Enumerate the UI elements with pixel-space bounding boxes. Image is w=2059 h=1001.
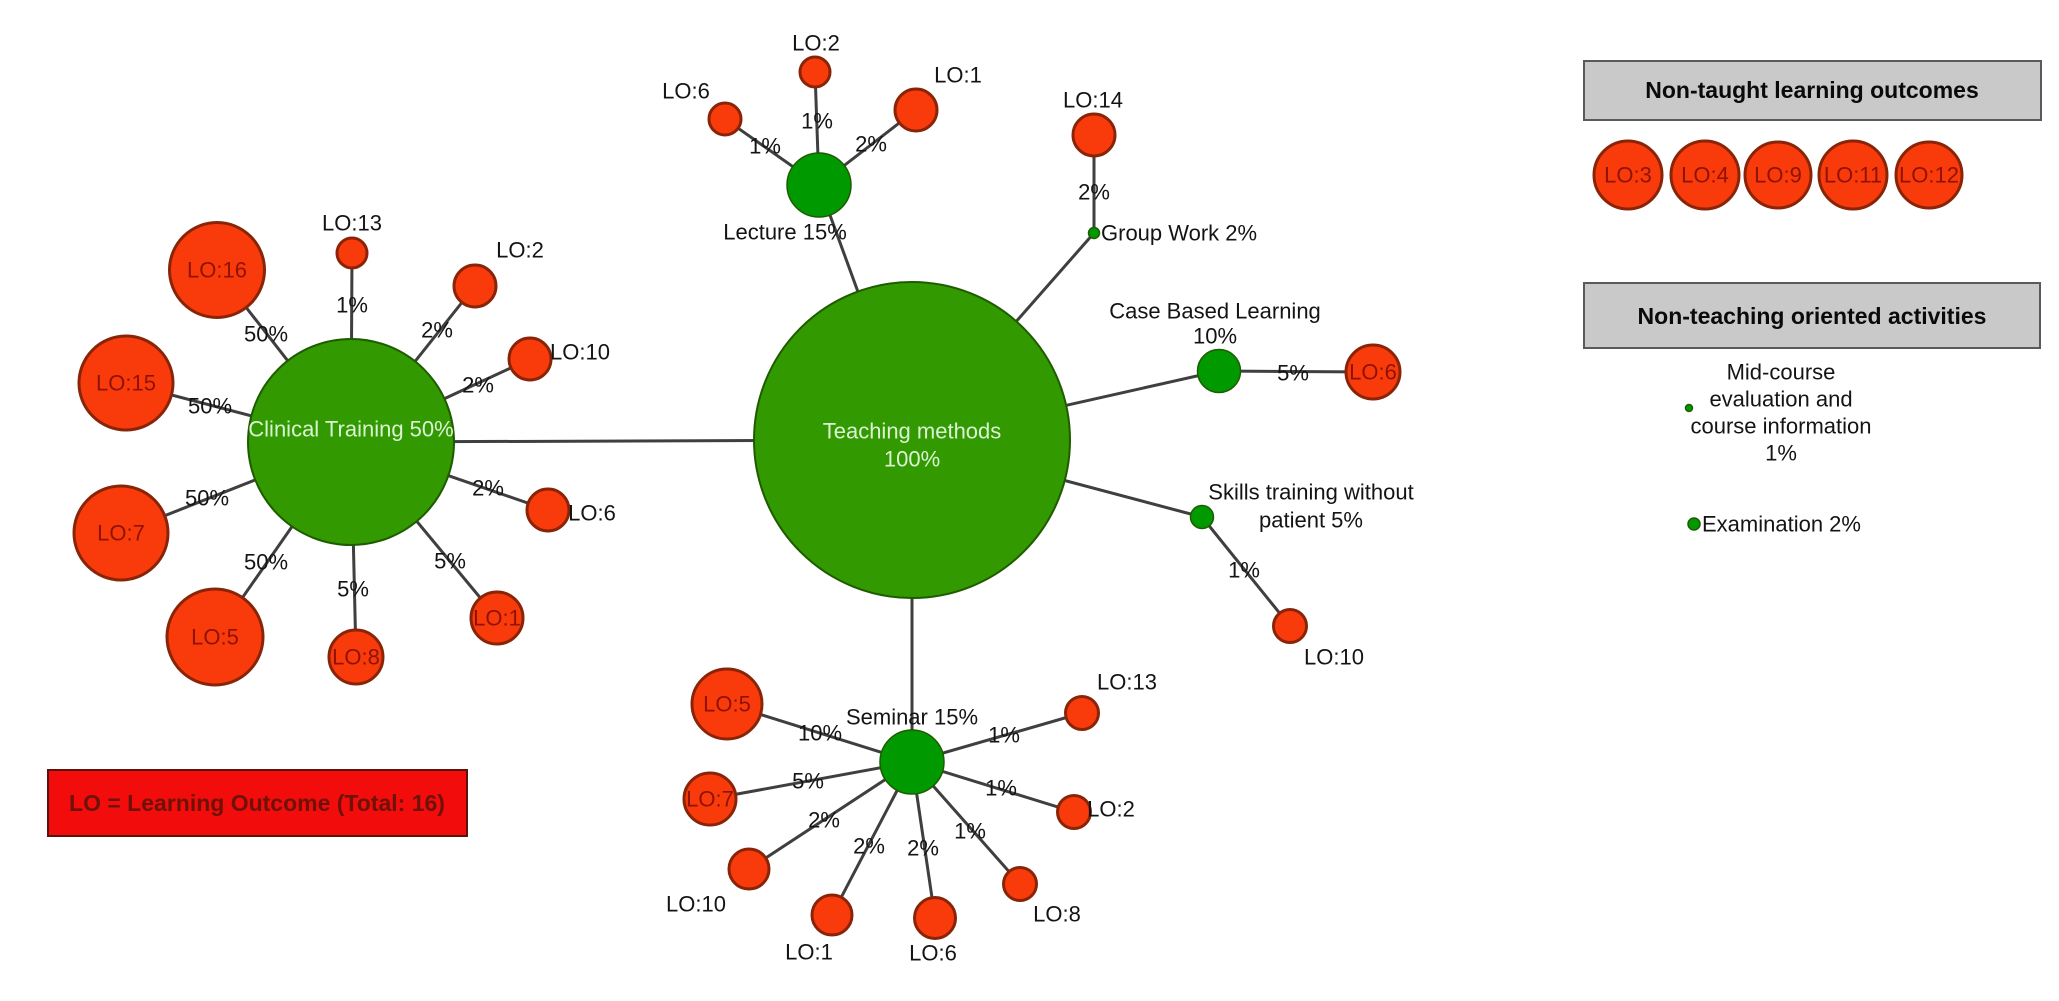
svg-text:LO:1: LO:1 xyxy=(473,606,521,631)
svg-text:1%: 1% xyxy=(988,723,1020,748)
svg-text:LO:2: LO:2 xyxy=(792,31,840,56)
svg-text:LO:10: LO:10 xyxy=(550,340,610,365)
svg-text:50%: 50% xyxy=(244,322,288,347)
svg-text:Examination 2%: Examination 2% xyxy=(1702,512,1861,537)
svg-text:5%: 5% xyxy=(792,769,824,794)
svg-text:5%: 5% xyxy=(337,577,369,602)
svg-text:Non-taught learning outcomes: Non-taught learning outcomes xyxy=(1645,77,1979,103)
svg-text:1%: 1% xyxy=(801,109,833,134)
svg-text:Lecture 15%: Lecture 15% xyxy=(723,220,847,245)
svg-text:Teaching methods: Teaching methods xyxy=(823,419,1002,444)
svg-text:5%: 5% xyxy=(434,549,466,574)
svg-text:LO:8: LO:8 xyxy=(1033,902,1081,927)
svg-text:Case Based Learning: Case Based Learning xyxy=(1109,299,1321,324)
svg-text:10%: 10% xyxy=(1193,324,1237,349)
svg-text:5%: 5% xyxy=(1277,361,1309,386)
svg-text:LO:15: LO:15 xyxy=(96,371,156,396)
svg-text:LO:6: LO:6 xyxy=(568,501,616,526)
svg-text:1%: 1% xyxy=(749,134,781,159)
svg-text:LO:9: LO:9 xyxy=(1754,163,1802,188)
svg-text:LO:1: LO:1 xyxy=(934,63,982,88)
svg-text:2%: 2% xyxy=(1078,180,1110,205)
svg-text:50%: 50% xyxy=(188,394,232,419)
svg-text:2%: 2% xyxy=(808,808,840,833)
svg-text:100%: 100% xyxy=(884,447,940,472)
svg-text:evaluation and: evaluation and xyxy=(1709,387,1852,412)
svg-text:LO:4: LO:4 xyxy=(1681,163,1729,188)
svg-text:2%: 2% xyxy=(855,132,887,157)
svg-text:LO:12: LO:12 xyxy=(1899,163,1959,188)
svg-text:50%: 50% xyxy=(244,550,288,575)
svg-text:LO:2: LO:2 xyxy=(496,238,544,263)
svg-text:2%: 2% xyxy=(907,836,939,861)
svg-text:1%: 1% xyxy=(985,776,1017,801)
svg-text:2%: 2% xyxy=(472,476,504,501)
svg-text:10%: 10% xyxy=(798,721,842,746)
svg-text:LO:11: LO:11 xyxy=(1824,163,1882,188)
svg-text:Skills training without: Skills training without xyxy=(1208,480,1413,505)
svg-text:LO:6: LO:6 xyxy=(662,79,710,104)
svg-text:50%: 50% xyxy=(185,486,229,511)
svg-text:LO:5: LO:5 xyxy=(703,692,751,717)
svg-text:LO:5: LO:5 xyxy=(191,625,239,650)
svg-text:patient 5%: patient 5% xyxy=(1259,508,1363,533)
svg-text:2%: 2% xyxy=(462,373,494,398)
svg-text:Group Work 2%: Group Work 2% xyxy=(1101,221,1257,246)
svg-text:LO:7: LO:7 xyxy=(686,787,734,812)
svg-text:LO:3: LO:3 xyxy=(1604,163,1652,188)
svg-text:Seminar 15%: Seminar 15% xyxy=(846,705,978,730)
svg-text:1%: 1% xyxy=(954,819,986,844)
svg-text:LO = Learning Outcome (Total:: LO = Learning Outcome (Total: 16) xyxy=(69,790,445,816)
svg-text:1%: 1% xyxy=(1228,558,1260,583)
svg-text:2%: 2% xyxy=(853,834,885,859)
svg-text:Clinical Training 50%: Clinical Training 50% xyxy=(248,417,453,442)
svg-text:LO:1: LO:1 xyxy=(785,940,833,965)
svg-text:LO:10: LO:10 xyxy=(1304,645,1364,670)
svg-text:1%: 1% xyxy=(1765,441,1797,466)
svg-text:LO:7: LO:7 xyxy=(97,521,145,546)
svg-text:LO:13: LO:13 xyxy=(322,211,382,236)
svg-text:course information: course information xyxy=(1691,414,1872,439)
svg-text:LO:16: LO:16 xyxy=(187,258,247,283)
svg-text:LO:6: LO:6 xyxy=(1349,360,1397,385)
svg-text:LO:13: LO:13 xyxy=(1097,670,1157,695)
svg-text:LO:8: LO:8 xyxy=(332,645,380,670)
svg-text:Mid-course: Mid-course xyxy=(1727,360,1836,385)
svg-text:Non-teaching oriented activiti: Non-teaching oriented activities xyxy=(1638,303,1987,329)
svg-text:1%: 1% xyxy=(336,293,368,318)
svg-text:2%: 2% xyxy=(421,318,453,343)
svg-text:LO:14: LO:14 xyxy=(1063,88,1123,113)
svg-text:LO:6: LO:6 xyxy=(909,941,957,966)
svg-text:LO:2: LO:2 xyxy=(1087,797,1135,822)
svg-text:LO:10: LO:10 xyxy=(666,892,726,917)
